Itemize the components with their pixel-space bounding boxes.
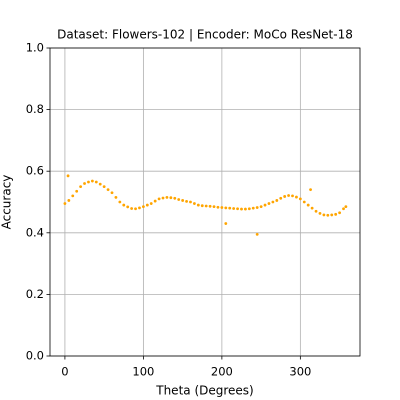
point [126,205,130,209]
point [255,206,259,209]
point [145,203,149,207]
point [212,205,216,209]
point [161,196,165,200]
point [216,205,220,209]
x-tick-label: 100 [132,365,154,379]
point [302,200,306,204]
point [200,204,204,208]
point [208,204,212,208]
point [138,206,141,210]
y-tick-label: 0.8 [26,102,44,116]
point [322,213,326,217]
y-tick-label: 0.4 [26,225,44,239]
point [87,180,90,184]
point [334,212,338,216]
point [149,202,153,205]
x-tick-label: 300 [289,365,311,379]
y-tick-label: 0.2 [26,287,44,301]
point [189,200,192,204]
point [220,206,224,209]
point [66,174,70,178]
point [314,209,318,213]
point [338,211,341,215]
point [75,189,79,193]
point [232,207,236,210]
point [90,179,94,183]
point [110,191,114,195]
point [94,180,98,184]
point [326,213,330,217]
point [228,206,232,210]
point [67,199,71,202]
point [330,213,334,217]
point [342,207,345,211]
point [196,203,200,207]
point [122,203,126,207]
point [295,195,298,199]
point [287,194,290,197]
chart-title: Dataset: Flowers-102 | Encoder: MoCo Res… [57,28,353,42]
point [134,207,137,211]
y-tick-label: 0.6 [26,164,44,178]
point [283,195,287,198]
point [309,188,312,192]
point [275,199,279,202]
point [173,196,177,200]
point [224,206,228,210]
point [255,232,259,236]
point [224,222,228,225]
point [271,200,275,204]
point [181,199,185,202]
point [185,199,188,203]
point [263,203,267,207]
point [79,185,83,189]
point [240,207,243,211]
point [344,205,348,209]
plot-frame [49,47,361,357]
point [291,194,294,198]
point [236,207,239,211]
point [141,205,145,209]
point [298,197,302,201]
point [169,196,173,200]
y-tick-label: 1.0 [26,41,44,55]
point [247,207,251,211]
point [251,206,255,210]
point [318,211,322,215]
point [71,194,75,198]
point [63,202,67,205]
point [204,204,208,208]
y-axis-label: Accuracy [0,175,14,230]
x-axis-label: Theta (Degrees) [155,384,253,398]
point [118,200,122,204]
point [244,207,247,211]
point [177,198,181,201]
point [193,202,196,205]
point [130,207,134,210]
point [157,197,161,201]
point [259,205,263,209]
point [106,188,110,192]
point [98,182,102,186]
point [114,195,118,199]
point [165,195,169,199]
point [267,202,271,205]
y-tick-label: 0.0 [26,349,44,363]
point [306,203,310,207]
point [83,182,86,185]
x-tick-label: 200 [211,365,233,379]
point [279,196,283,200]
point [310,206,314,210]
point [153,199,157,203]
x-tick-label: 0 [61,365,68,379]
point [102,185,106,189]
